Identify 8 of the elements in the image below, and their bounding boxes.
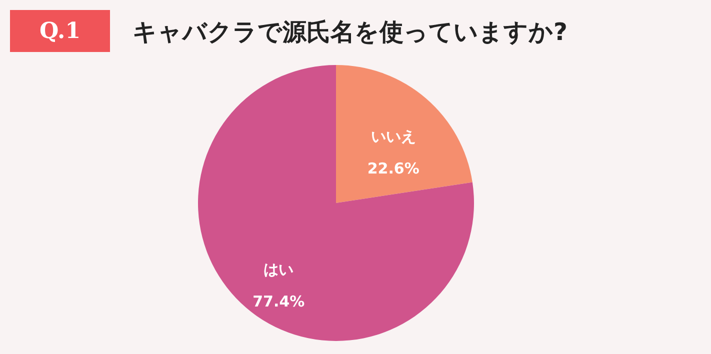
slice-label: はい xyxy=(264,260,294,279)
data-label: 77.4% xyxy=(252,292,305,311)
text: Q.1 xyxy=(10,10,110,52)
pie-slice xyxy=(198,65,474,341)
slice-label: いいえ xyxy=(370,127,416,146)
chart-title: キャバクラで源氏名を使っていますか? xyxy=(132,18,568,46)
pie-slice xyxy=(336,65,472,203)
data-label: 22.6% xyxy=(367,159,420,178)
